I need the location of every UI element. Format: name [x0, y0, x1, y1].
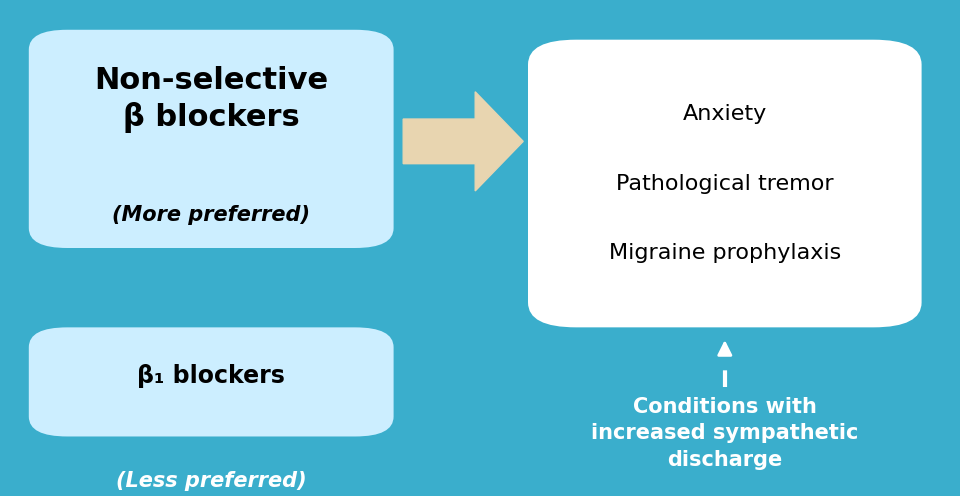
FancyBboxPatch shape [528, 40, 922, 327]
FancyBboxPatch shape [29, 30, 394, 248]
Text: Pathological tremor: Pathological tremor [616, 174, 833, 193]
Text: (Less preferred): (Less preferred) [116, 471, 306, 491]
FancyArrow shape [403, 92, 523, 191]
Text: β₁ blockers: β₁ blockers [137, 365, 285, 388]
Text: Migraine prophylaxis: Migraine prophylaxis [609, 243, 841, 263]
Text: Anxiety: Anxiety [683, 104, 767, 124]
Text: (More preferred): (More preferred) [112, 205, 310, 225]
Text: Non-selective
β blockers: Non-selective β blockers [94, 66, 328, 133]
FancyBboxPatch shape [29, 327, 394, 436]
Text: Conditions with
increased sympathetic
discharge: Conditions with increased sympathetic di… [591, 397, 858, 470]
